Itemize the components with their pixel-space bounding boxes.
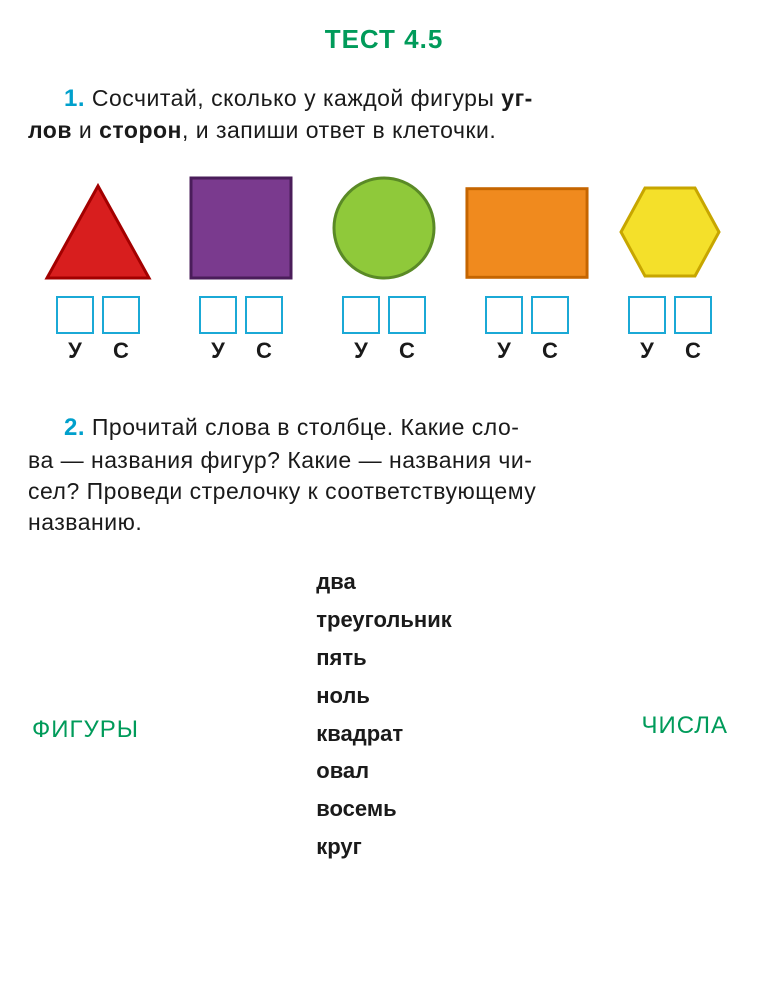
category-numbers: ЧИСЛА	[641, 712, 728, 740]
shape-hexagon-cell: У С	[606, 164, 734, 364]
label-u: У	[342, 338, 380, 364]
label-u: У	[56, 338, 94, 364]
task2-line4: названию.	[28, 509, 142, 535]
rect-sides-input[interactable]	[531, 296, 569, 334]
label-c: С	[388, 338, 426, 364]
task-1: 1. Сосчитай, сколько у каждой фигуры уг-…	[28, 83, 740, 146]
category-figures: ФИГУРЫ	[32, 716, 139, 744]
task1-line2a: лов	[28, 117, 72, 143]
shape-circle-cell: У С	[320, 164, 448, 364]
label-c: С	[674, 338, 712, 364]
word-item: пять	[316, 642, 366, 674]
label-u: У	[485, 338, 523, 364]
shapes-row: У С У С У С	[28, 164, 740, 364]
page-title: ТЕСТ 4.5	[28, 24, 740, 55]
task1-line2c: , и запиши ответ в клеточки.	[182, 117, 496, 143]
task2-text: 2. Прочитай слова в столбце. Какие сло- …	[28, 412, 740, 538]
shape-square-cell: У С	[177, 164, 305, 364]
hexagon-icon	[615, 182, 725, 282]
word-item: два	[316, 566, 355, 598]
circle-sides-input[interactable]	[388, 296, 426, 334]
square-icon	[187, 174, 295, 282]
label-c: С	[245, 338, 283, 364]
word-item: квадрат	[316, 718, 403, 750]
words-column: два треугольник пять ноль квадрат овал восемь к…	[316, 566, 451, 863]
task1-text: 1. Сосчитай, сколько у каждой фигуры уг-…	[28, 83, 740, 146]
task1-number: 1.	[64, 85, 85, 112]
task2-line3: сел? Проведи стрелочку к соответствующем…	[28, 478, 536, 504]
word-item: восемь	[316, 793, 396, 825]
triangle-icon	[41, 182, 155, 282]
task1-bold2: сторон	[99, 117, 182, 143]
label-c: С	[531, 338, 569, 364]
label-u: У	[628, 338, 666, 364]
task2-line1: Прочитай слова в столбце. Какие сло-	[85, 414, 519, 440]
square-corners-input[interactable]	[199, 296, 237, 334]
triangle-corners-input[interactable]	[56, 296, 94, 334]
square-sides-input[interactable]	[245, 296, 283, 334]
rect-corners-input[interactable]	[485, 296, 523, 334]
task-2: 2. Прочитай слова в столбце. Какие сло- …	[28, 412, 740, 886]
shape-rectangle-cell: У С	[463, 164, 591, 364]
hex-corners-input[interactable]	[628, 296, 666, 334]
word-item: треугольник	[316, 604, 451, 636]
shape-triangle-cell: У С	[34, 164, 162, 364]
circle-icon	[330, 174, 438, 282]
task2-area: ФИГУРЫ два треугольник пять ноль квадрат овал…	[28, 566, 740, 886]
task2-number: 2.	[64, 414, 85, 441]
circle-corners-input[interactable]	[342, 296, 380, 334]
task1-line2b: и	[72, 117, 99, 143]
label-c: С	[102, 338, 140, 364]
hex-sides-input[interactable]	[674, 296, 712, 334]
label-u: У	[199, 338, 237, 364]
word-item: круг	[316, 831, 362, 863]
task2-line2: ва — названия фигур? Какие — названия чи…	[28, 447, 532, 473]
triangle-sides-input[interactable]	[102, 296, 140, 334]
task1-bold1: уг-	[501, 85, 533, 111]
rectangle-icon	[463, 184, 591, 282]
word-item: овал	[316, 755, 369, 787]
task1-line1a: Сосчитай, сколько у каждой фигуры	[85, 85, 501, 111]
word-item: ноль	[316, 680, 370, 712]
